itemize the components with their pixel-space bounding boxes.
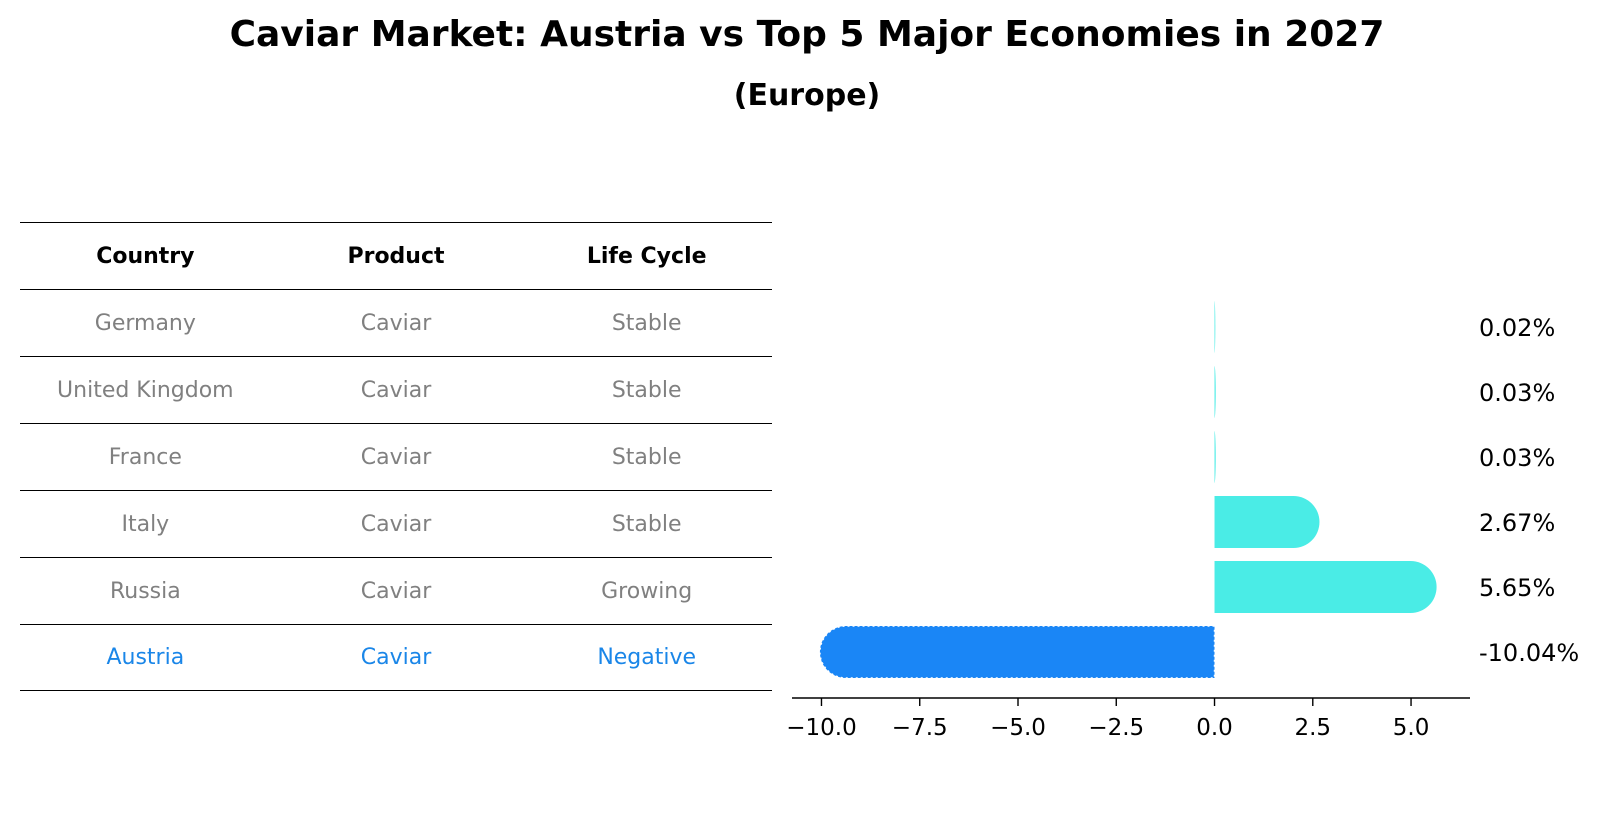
- bar-russia: [1214, 561, 1437, 613]
- x-tick-label: 5.0: [1393, 715, 1430, 741]
- cell-country: France: [108, 444, 182, 470]
- cell-product: Caviar: [360, 444, 432, 470]
- bar-austria: [819, 625, 1216, 679]
- x-tick-label: −2.5: [1088, 715, 1144, 741]
- x-tick-label: −7.5: [892, 715, 948, 741]
- header-product: Product: [347, 243, 445, 269]
- table-row: Italy Caviar Stable: [20, 490, 772, 557]
- cell-country: Italy: [121, 511, 170, 537]
- cell-country: United Kingdom: [57, 377, 234, 403]
- cell-country: Austria: [106, 645, 185, 670]
- x-tick-label: 0.0: [1196, 715, 1233, 741]
- chart-subtitle: (Europe): [733, 78, 881, 113]
- bar-france: [1214, 431, 1216, 483]
- table-row: United Kingdom Caviar Stable: [20, 356, 772, 423]
- data-table: Country Product Life Cycle Germany Cavia…: [20, 222, 772, 691]
- cell-product: Caviar: [360, 578, 432, 604]
- bar-germany: [1214, 301, 1216, 353]
- x-tick: −5.0: [990, 715, 1046, 741]
- cell-life-cycle: Stable: [611, 444, 682, 470]
- bar-italy: [1214, 496, 1320, 548]
- cell-life-cycle: Stable: [611, 377, 682, 403]
- cell-country: Germany: [94, 310, 196, 336]
- value-label: -10.04%: [1479, 639, 1579, 667]
- cell-product: Caviar: [360, 377, 432, 403]
- table-header: Country Product Life Cycle: [20, 222, 772, 289]
- x-tick: 5.0: [1393, 715, 1430, 741]
- table-row: Germany Caviar Stable: [20, 289, 772, 356]
- cell-life-cycle: Growing: [601, 578, 693, 604]
- x-tick-label: −10.0: [786, 715, 856, 741]
- cell-product: Caviar: [360, 645, 432, 670]
- value-label: 0.03%: [1479, 444, 1555, 472]
- cell-country: Russia: [109, 578, 181, 604]
- value-label: 0.02%: [1479, 314, 1555, 342]
- x-tick: 2.5: [1294, 715, 1331, 741]
- value-label: 2.67%: [1479, 509, 1555, 537]
- x-tick: −2.5: [1088, 715, 1144, 741]
- cell-product: Caviar: [360, 310, 432, 336]
- x-tick-label: 2.5: [1294, 715, 1331, 741]
- x-tick: −10.0: [786, 715, 856, 741]
- x-tick-label: −5.0: [990, 715, 1046, 741]
- table-row-highlight: Austria Caviar Negative: [20, 624, 772, 691]
- bar-united-kingdom: [1214, 366, 1216, 418]
- header-life-cycle: Life Cycle: [586, 243, 707, 269]
- value-label: 0.03%: [1479, 379, 1555, 407]
- cell-product: Caviar: [360, 511, 432, 537]
- cell-life-cycle: Negative: [597, 645, 697, 670]
- cell-life-cycle: Stable: [611, 511, 682, 537]
- table-row: France Caviar Stable: [20, 423, 772, 490]
- chart-title: Caviar Market: Austria vs Top 5 Major Ec…: [229, 14, 1385, 55]
- x-tick: 0.0: [1196, 715, 1233, 741]
- header-country: Country: [96, 243, 195, 269]
- value-label: 5.65%: [1479, 574, 1555, 602]
- table-row: Russia Caviar Growing: [20, 557, 772, 624]
- cell-life-cycle: Stable: [611, 310, 682, 336]
- x-tick: −7.5: [892, 715, 948, 741]
